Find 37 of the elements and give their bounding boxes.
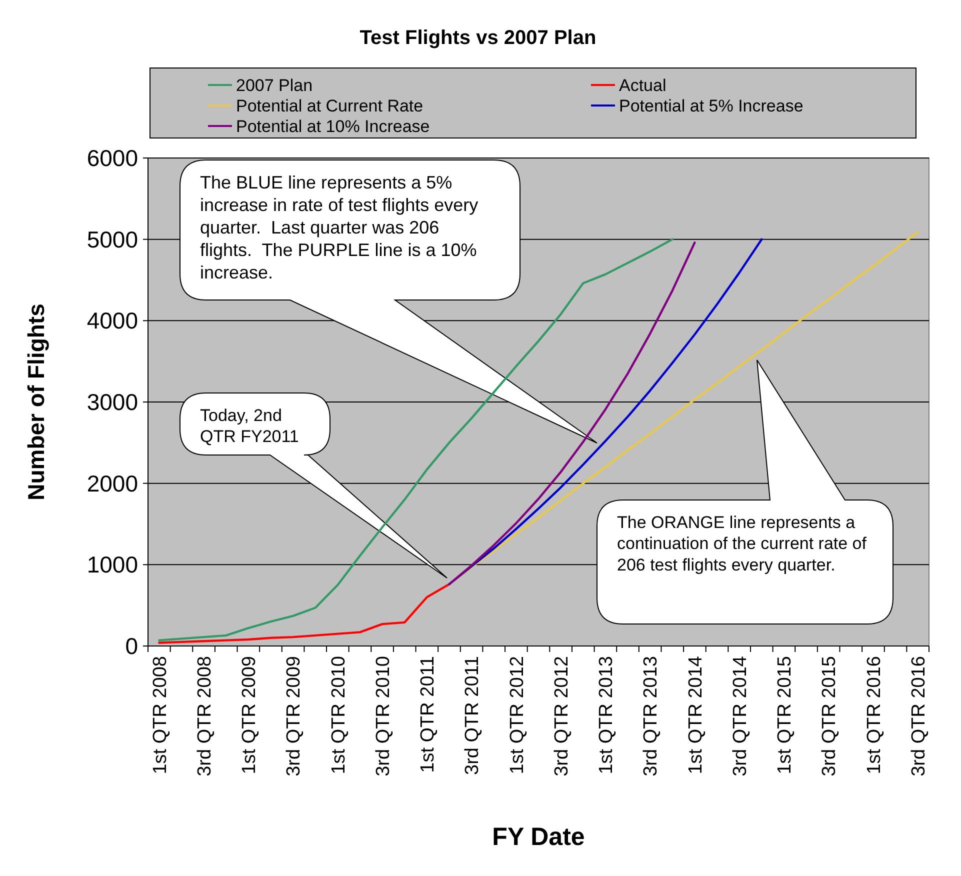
y-tick-label: 1000 <box>86 552 138 578</box>
x-tick-label: 3rd QTR 2014 <box>730 656 751 776</box>
y-tick-label: 2000 <box>86 470 138 496</box>
x-tick-label: 3rd QTR 2013 <box>640 656 662 776</box>
x-tick-label: 3rd QTR 2015 <box>819 656 840 776</box>
line-series <box>158 583 450 644</box>
x-tick-label: 3rd QTR 2010 <box>372 656 394 776</box>
annotation: Today, 2nd QTR FY2011 <box>200 406 299 446</box>
x-tick-label: 1st QTR 2016 <box>864 656 885 774</box>
x-tick-label: 1st QTR 2014 <box>685 656 706 774</box>
x-tick-label: 3rd QTR 2008 <box>194 656 216 776</box>
x-tick-label: 1st QTR 2010 <box>328 656 350 774</box>
y-tick-label: 6000 <box>86 145 138 172</box>
legend-label: Potential at 10% Increase <box>236 116 430 136</box>
x-tick-label: 3rd QTR 2011 <box>462 656 484 775</box>
x-tick-label: 1st QTR 2015 <box>774 656 796 774</box>
x-tick-label: 1st QTR 2012 <box>506 656 528 774</box>
x-tick-label: 1st QTR 2009 <box>239 656 260 774</box>
x-tick-label: 1st QTR 2011 <box>418 656 439 773</box>
legend-label: Potential at 5% Increase <box>619 96 804 116</box>
x-tick-label: 3rd QTR 2009 <box>284 656 305 776</box>
chart-title: Test Flights vs 2007 Plan <box>360 27 596 49</box>
y-tick-label: 3000 <box>86 389 138 416</box>
legend-label: Potential at Current Rate <box>236 96 424 116</box>
legend-label: Actual <box>619 76 666 95</box>
y-tick-label: 5000 <box>86 226 138 252</box>
x-axis-title: FY Date <box>492 823 585 851</box>
legend-label: 2007 Plan <box>236 76 313 95</box>
annotation: The BLUE line represents a 5% increase in rate of test flights every quarter. Last quarter was 206 flights. The PURPLE line is a 10% increase. <box>200 172 478 282</box>
y-tick-label: 0 <box>125 633 138 660</box>
x-tick-label: 3rd QTR 2016 <box>908 656 930 776</box>
y-tick-label: 4000 <box>86 308 138 334</box>
x-tick-label: 1st QTR 2013 <box>596 656 618 774</box>
x-tick-label: 1st QTR 2008 <box>150 656 171 774</box>
x-tick-label: 3rd QTR 2012 <box>551 656 572 776</box>
annotation: The ORANGE line represents a continuation of the current rate of 206 test flights every quarter. <box>617 512 867 574</box>
y-axis-title: Number of Flights <box>23 304 50 500</box>
